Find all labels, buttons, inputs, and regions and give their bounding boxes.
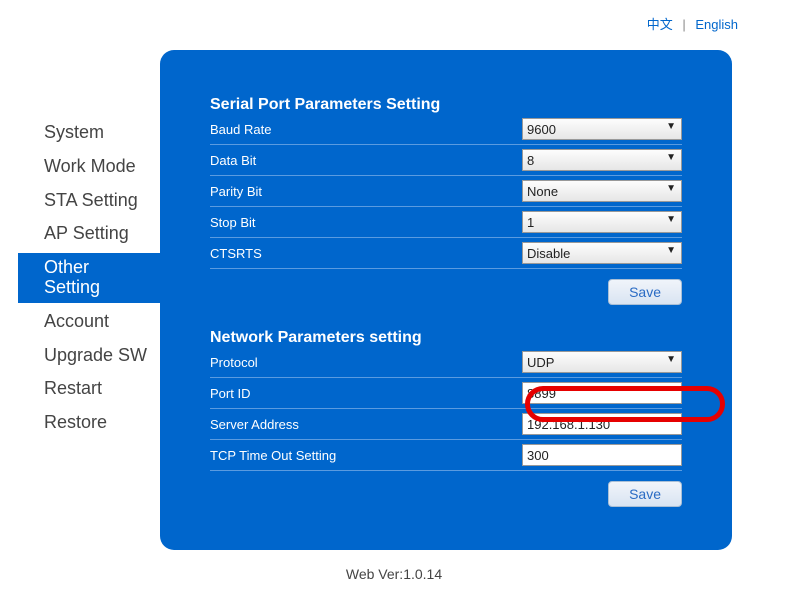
row-port-id: Port ID (210, 378, 682, 409)
serial-section-title: Serial Port Parameters Setting (210, 96, 682, 114)
row-baud-rate: Baud Rate 9600 (210, 114, 682, 145)
input-tcp-timeout[interactable] (522, 444, 682, 466)
label-parity-bit: Parity Bit (210, 184, 522, 199)
input-port-id[interactable] (522, 382, 682, 404)
label-stop-bit: Stop Bit (210, 215, 522, 230)
select-stop-bit[interactable]: 1 (522, 211, 682, 233)
footer-version: Web Ver:1.0.14 (0, 566, 788, 582)
input-server-address[interactable] (522, 413, 682, 435)
select-baud-rate[interactable]: 9600 (522, 118, 682, 140)
network-section-title: Network Parameters setting (210, 329, 682, 347)
lang-separator: | (682, 17, 685, 32)
select-data-bit[interactable]: 8 (522, 149, 682, 171)
sidebar-item-account[interactable]: Account (18, 307, 160, 337)
sidebar-item-work-mode[interactable]: Work Mode (18, 152, 160, 182)
sidebar-item-upgrade-sw[interactable]: Upgrade SW (18, 341, 160, 371)
select-parity-bit[interactable]: None (522, 180, 682, 202)
row-tcp-timeout: TCP Time Out Setting (210, 440, 682, 471)
select-protocol[interactable]: UDP (522, 351, 682, 373)
settings-panel: Serial Port Parameters Setting Baud Rate… (160, 50, 732, 550)
sidebar: System Work Mode STA Setting AP Setting … (18, 118, 160, 442)
sidebar-item-ap-setting[interactable]: AP Setting (18, 219, 160, 249)
select-ctsrts[interactable]: Disable (522, 242, 682, 264)
row-server-address: Server Address (210, 409, 682, 440)
label-tcp-timeout: TCP Time Out Setting (210, 448, 522, 463)
row-ctsrts: CTSRTS Disable (210, 238, 682, 269)
label-ctsrts: CTSRTS (210, 246, 522, 261)
network-save-button[interactable]: Save (608, 481, 682, 507)
label-data-bit: Data Bit (210, 153, 522, 168)
row-data-bit: Data Bit 8 (210, 145, 682, 176)
label-port-id: Port ID (210, 386, 522, 401)
label-server-address: Server Address (210, 417, 522, 432)
sidebar-item-system[interactable]: System (18, 118, 160, 148)
sidebar-item-restore[interactable]: Restore (18, 408, 160, 438)
row-parity-bit: Parity Bit None (210, 176, 682, 207)
label-baud-rate: Baud Rate (210, 122, 522, 137)
lang-zh-link[interactable]: 中文 (647, 17, 673, 32)
language-bar: 中文 | English (647, 14, 738, 33)
sidebar-item-sta-setting[interactable]: STA Setting (18, 186, 160, 216)
serial-save-button[interactable]: Save (608, 279, 682, 305)
lang-en-link[interactable]: English (695, 17, 738, 32)
row-stop-bit: Stop Bit 1 (210, 207, 682, 238)
sidebar-item-other-setting[interactable]: Other Setting (18, 253, 160, 303)
row-protocol: Protocol UDP (210, 347, 682, 378)
sidebar-item-restart[interactable]: Restart (18, 374, 160, 404)
label-protocol: Protocol (210, 355, 522, 370)
